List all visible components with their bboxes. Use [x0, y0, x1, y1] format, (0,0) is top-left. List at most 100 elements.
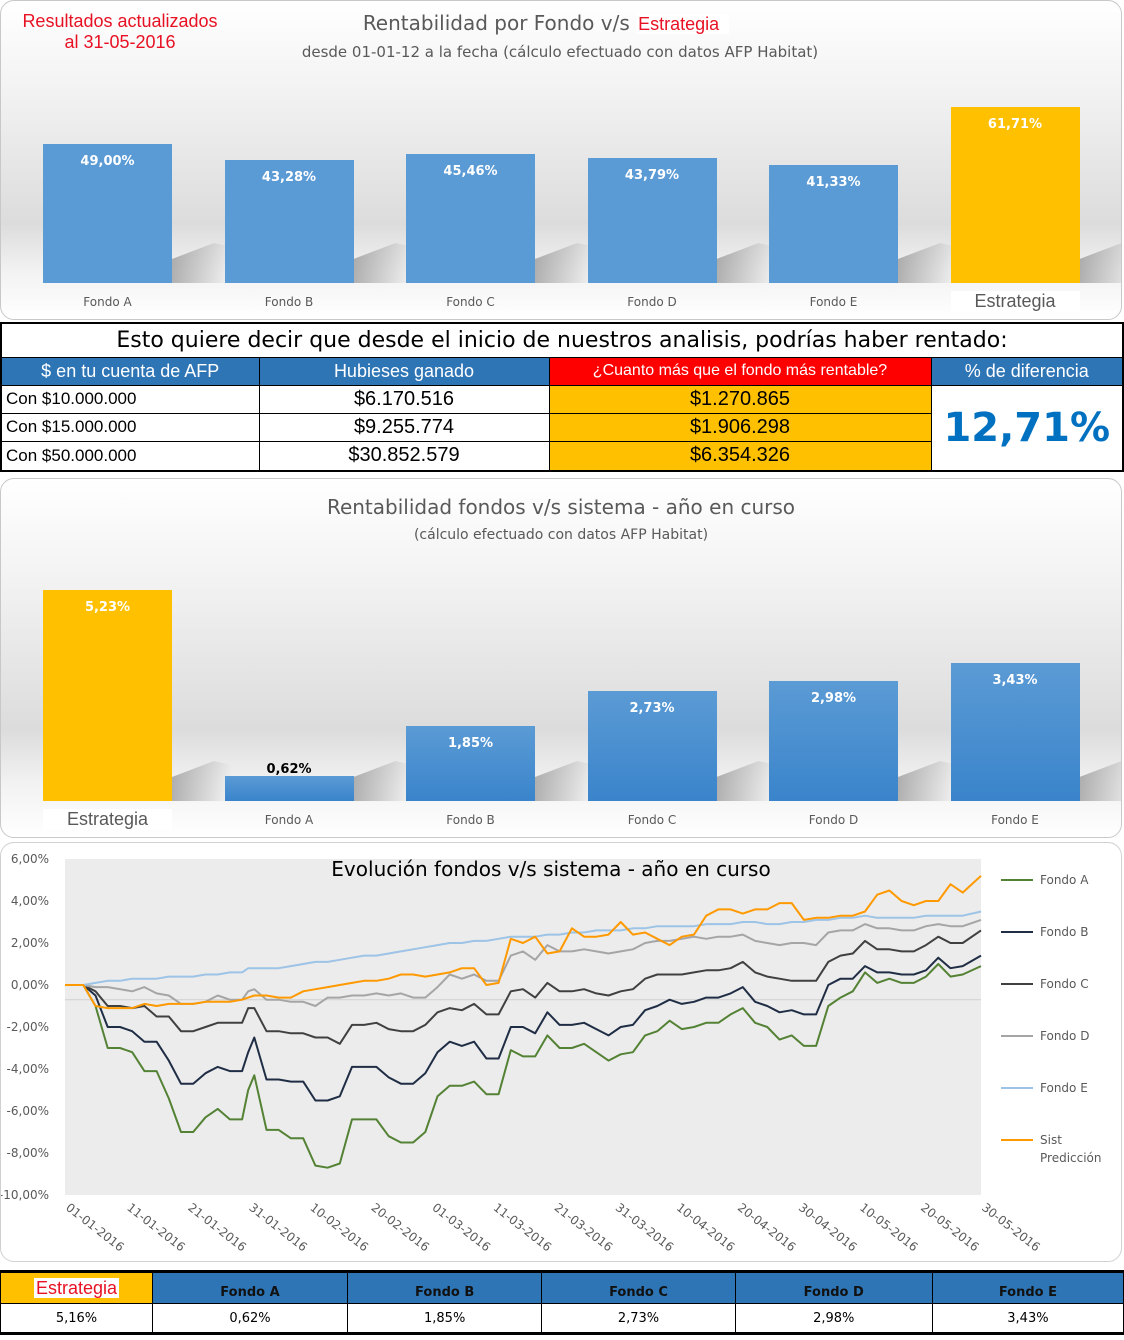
- category-label: Estrategia: [950, 291, 1080, 312]
- y-tick-label: -4,00%: [7, 1062, 49, 1076]
- bar-fondo-a: [43, 143, 172, 283]
- chart-fondos-vs-sistema: Rentabilidad fondos v/s sistema - año en…: [0, 478, 1122, 838]
- legend-swatch: [1001, 879, 1033, 881]
- category-label: Fondo E: [809, 295, 858, 309]
- legend-item-fondo-e: Fondo E: [1001, 1079, 1124, 1097]
- account-cell: Con $15.000.000: [0, 412, 260, 442]
- category-label: Estrategia: [43, 809, 172, 830]
- difference-pct: 12,71%: [930, 384, 1124, 472]
- value-fondo-c: 2,73%: [541, 1303, 736, 1334]
- bar-value-label: 2,73%: [629, 700, 675, 716]
- y-tick-label: 4,00%: [11, 894, 49, 908]
- bar-value-label: 45,46%: [443, 163, 498, 179]
- bar-value-label: 2,98%: [810, 690, 857, 706]
- x-tick-label: 10-05-2016: [857, 1200, 921, 1254]
- category-label: Fondo A: [83, 295, 132, 309]
- extra-cell: $1.270.865: [548, 384, 932, 414]
- bar-fondo-d: [587, 158, 717, 283]
- series-line-fondo-c: [65, 929, 982, 1045]
- header-fondo-d: Fondo D: [734, 1271, 933, 1304]
- x-tick-label: 20-04-2016: [735, 1200, 799, 1254]
- x-tick-label: 20-02-2016: [368, 1200, 432, 1254]
- series-line-fondo-a: [65, 963, 982, 1169]
- value-estrategia: 5,16%: [0, 1303, 153, 1334]
- value-fondo-d: 2,98%: [734, 1303, 933, 1334]
- bar-value-label: 1,85%: [447, 736, 494, 752]
- bar-value-label: 41,33%: [806, 175, 861, 191]
- legend-swatch: [1001, 1139, 1033, 1141]
- bar-value-label: 5,23%: [84, 599, 131, 615]
- bar-shadow: [898, 243, 958, 283]
- bar-shadow: [172, 761, 232, 801]
- x-tick-label: 21-01-2016: [185, 1200, 249, 1254]
- series-line-fondo-d: [65, 918, 982, 1007]
- legend-item-fondo-d: Fondo D: [1001, 1027, 1124, 1045]
- category-label: Fondo A: [264, 813, 314, 827]
- summary-table: Esto quiere decir que desde el inicio de…: [0, 322, 1124, 472]
- header-fondo-b: Fondo B: [346, 1271, 543, 1304]
- series-line-fondo-e: [65, 910, 982, 986]
- bar-value-label: 0,62%: [266, 761, 312, 777]
- bar-shadow: [1079, 761, 1121, 801]
- chart-fondos-vs-estrategia: Resultados actualizados al 31-05-2016 Re…: [0, 0, 1122, 320]
- bar-shadow: [716, 243, 777, 283]
- y-tick-label: -2,00%: [7, 1020, 49, 1034]
- earned-cell: $30.852.579: [258, 440, 550, 472]
- chart1-title: Rentabilidad por Fondo v/s Estrategia: [1, 11, 1091, 35]
- bar-estrategia: [43, 589, 172, 801]
- bar-fondo-e: [950, 662, 1080, 801]
- legend-item-fondo-a: Fondo A: [1001, 871, 1124, 889]
- value-fondo-a: 0,62%: [152, 1303, 348, 1334]
- bar-value-label: 49,00%: [80, 153, 135, 169]
- chart2-title: Rentabilidad fondos v/s sistema - año en…: [326, 495, 796, 519]
- bar-shadow: [172, 243, 232, 283]
- x-tick-label: 21-03-2016: [552, 1200, 616, 1254]
- x-tick-label: 10-04-2016: [674, 1200, 738, 1254]
- y-tick-label: -10,00%: [1, 1188, 49, 1202]
- category-label: Fondo E: [991, 813, 1039, 827]
- line-chart-title: Evolución fondos v/s sistema - año en cu…: [331, 857, 771, 881]
- legend-item-sist-predicci-n: Sist Predicción: [1001, 1131, 1124, 1167]
- header-fondo-e: Fondo E: [931, 1271, 1124, 1304]
- x-tick-label: 01-01-2016: [63, 1200, 127, 1254]
- x-tick-label: 31-01-2016: [246, 1200, 310, 1254]
- header-fondo-c: Fondo C: [541, 1271, 736, 1304]
- bar-value-label: 43,79%: [624, 168, 680, 184]
- legend-swatch: [1001, 1087, 1033, 1089]
- x-tick-label: 01-03-2016: [430, 1200, 494, 1254]
- value-fondo-b: 1,85%: [346, 1303, 543, 1334]
- legend-item-fondo-b: Fondo B: [1001, 923, 1124, 941]
- series-line-sist-predicci-n: [65, 875, 982, 1010]
- update-note-line1: Resultados actualizados: [22, 11, 218, 31]
- table-row: Con $50.000.000 $30.852.579 $6.354.326: [0, 440, 1123, 472]
- bar-fondo-c: [587, 690, 717, 801]
- line-chart: -10,00% -8,00% -6,00% -4,00% -2,00% 0,00% 2,00…: [1, 852, 1043, 1254]
- bar-value-label: 43,28%: [261, 169, 317, 185]
- legend-label: Sist Predicción: [1040, 1133, 1102, 1165]
- earned-cell: $9.255.774: [258, 412, 550, 442]
- bar-shadow: [535, 243, 595, 283]
- bar-fondo-b: [406, 726, 535, 801]
- bar-shadow: [898, 761, 958, 801]
- legend-label: Fondo A: [1040, 873, 1089, 887]
- legend-swatch: [1001, 931, 1033, 933]
- bar-fondo-d: [769, 680, 898, 801]
- x-tick-label: 30-05-2016: [979, 1200, 1043, 1254]
- category-label: Fondo B: [446, 813, 495, 827]
- chart1-subtitle: desde 01-01-12 a la fecha (cálculo efect…: [301, 43, 819, 61]
- bar-shadow: [353, 243, 414, 283]
- y-tick-label: 6,00%: [11, 852, 49, 866]
- col-header-diff: % de diferencia: [930, 356, 1124, 386]
- bar-value-label: 3,43%: [992, 672, 1038, 688]
- ytd-results-table: Estrategia Fondo A Fondo B Fondo C Fondo…: [0, 1270, 1124, 1335]
- x-tick-label: 31-03-2016: [613, 1200, 677, 1254]
- update-note: Resultados actualizados al 31-05-2016: [5, 11, 235, 53]
- chart2-subtitle: (cálculo efectuado con datos AFP Habitat…: [413, 527, 709, 543]
- header-fondo-a: Fondo A: [152, 1271, 348, 1304]
- legend-item-fondo-c: Fondo C: [1001, 975, 1124, 993]
- bar-shadow: [353, 761, 414, 801]
- x-tick-label: 11-01-2016: [124, 1200, 188, 1254]
- extra-cell: $1.906.298: [548, 412, 932, 442]
- header-estrategia: Estrategia: [0, 1271, 153, 1304]
- y-tick-label: -8,00%: [7, 1146, 49, 1160]
